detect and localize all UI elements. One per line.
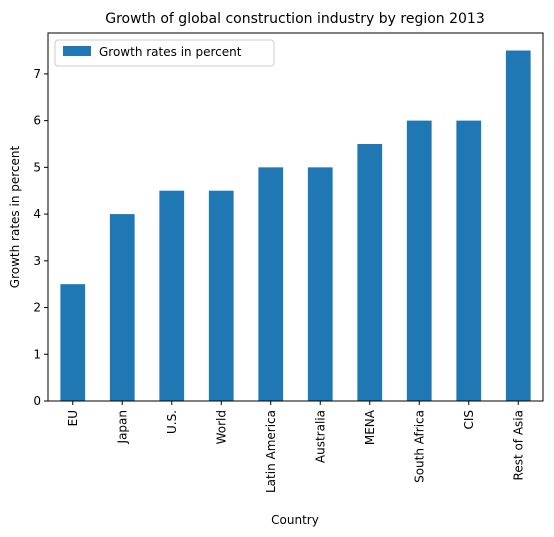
bar-u-s- xyxy=(159,190,185,401)
x-tick-label: CIS xyxy=(462,410,476,430)
y-tick-label: 4 xyxy=(33,207,41,221)
y-axis: 0 1 2 3 4 5 6 7 xyxy=(33,67,48,408)
x-axis: EU Japan U.S. World Latin America Australia ME… xyxy=(66,401,525,493)
x-tick-label: Latin America xyxy=(264,410,278,493)
bar-japan xyxy=(109,214,135,401)
x-tick-label: U.S. xyxy=(165,410,179,434)
y-tick-label: 7 xyxy=(33,67,41,81)
plot-frame xyxy=(47,32,544,402)
bar-south-africa xyxy=(406,120,432,401)
bar-rest-of-asia xyxy=(505,50,531,402)
x-tick-label: South Africa xyxy=(412,410,426,483)
bars-group xyxy=(60,50,531,402)
y-tick-label: 3 xyxy=(33,254,41,268)
legend-swatch xyxy=(63,46,91,56)
chart-title: Growth of global construction industry b… xyxy=(105,11,485,27)
bar-australia xyxy=(307,167,333,401)
bar-world xyxy=(208,190,234,401)
x-tick-label: Japan xyxy=(115,410,129,444)
x-tick-label: Australia xyxy=(313,410,327,463)
x-tick-label: Rest of Asia xyxy=(511,410,525,480)
bar-latin-america xyxy=(258,167,284,401)
y-tick-label: 5 xyxy=(33,160,41,174)
x-tick-label: World xyxy=(214,410,228,444)
legend-label: Growth rates in percent xyxy=(99,45,242,59)
y-tick-label: 1 xyxy=(33,347,41,361)
legend-box xyxy=(54,39,275,67)
bar-cis xyxy=(456,120,482,401)
x-tick-label: MENA xyxy=(363,409,377,445)
y-tick-label: 0 xyxy=(33,394,41,408)
y-tick-label: 2 xyxy=(33,301,41,315)
y-tick-label: 6 xyxy=(33,114,41,128)
x-tick-label: EU xyxy=(66,410,80,426)
y-axis-label: Growth rates in percent xyxy=(8,146,22,289)
bar-eu xyxy=(60,284,86,401)
x-axis-label: Country xyxy=(271,513,319,527)
bar-mena xyxy=(357,143,383,401)
legend: Growth rates in percent xyxy=(54,39,275,67)
